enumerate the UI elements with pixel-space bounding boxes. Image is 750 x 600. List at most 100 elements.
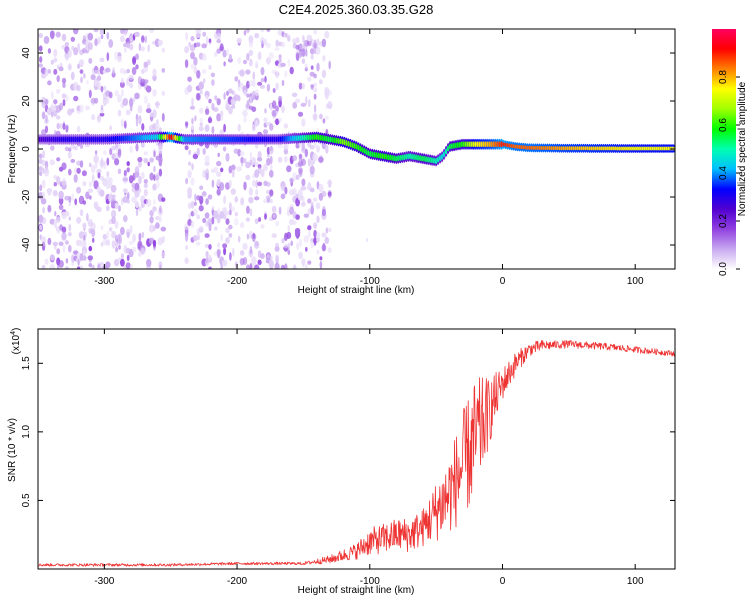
spectrogram-noise-cell	[303, 213, 309, 218]
spectrogram-noise-cell	[208, 244, 212, 250]
spectrogram-noise-cell	[313, 236, 317, 246]
spectrogram-noise-cell	[76, 239, 82, 247]
spectrogram-noise-cell	[161, 47, 165, 53]
spectrogram-noise-cell	[275, 242, 279, 248]
spectrogram-noise-cell	[229, 209, 232, 216]
spectrogram-noise-cell	[223, 247, 227, 256]
spectrogram-noise-cell	[129, 82, 134, 89]
spectrogram-noise-cell	[77, 42, 81, 52]
spectrogram-noise-cell	[135, 64, 139, 70]
spectrogram-noise-cell	[58, 190, 64, 200]
spectrogram-noise-cell	[149, 216, 154, 224]
spectrogram-ridge-cell	[289, 135, 292, 142]
spectrogram-noise-cell	[97, 36, 101, 45]
spectrogram-noise-cell	[155, 215, 160, 221]
spectrogram-noise-cell	[199, 89, 203, 95]
spectrogram-noise-cell	[225, 218, 230, 225]
spectrogram-noise-cell	[82, 181, 87, 187]
spectrogram-ridge-cell	[516, 144, 519, 149]
spectrogram-ridge-cell	[530, 145, 533, 150]
spectrogram-noise-cell	[302, 35, 305, 43]
spectrogram-noise-cell	[201, 43, 207, 49]
spectrogram-noise-cell	[298, 153, 303, 159]
spectrogram-ridge-cell	[273, 136, 277, 143]
spectrogram-noise-cell	[114, 202, 119, 210]
spectrogram-noise-cell	[79, 144, 84, 149]
spectrogram-ridge-cell	[496, 141, 499, 148]
spectrogram-ridge-cell	[526, 145, 529, 150]
spectrogram-noise-cell	[324, 30, 330, 39]
spectrogram-noise-cell	[205, 94, 209, 100]
spectrogram-noise-cell	[246, 101, 250, 109]
spectrogram-ridge-cell	[550, 146, 553, 151]
spectrogram-ridge-cell	[657, 146, 661, 151]
spectrogram-noise-cell	[271, 233, 277, 239]
spectrogram-ridge-cell	[634, 146, 637, 151]
spectrogram-noise-cell	[202, 148, 206, 155]
spectrogram-noise-cell	[93, 180, 99, 190]
spectrogram-noise-cell	[249, 159, 253, 166]
spectrogram-noise-cell	[79, 209, 84, 217]
spectrogram-ridge-cell	[204, 136, 207, 143]
spectrogram-noise-cell	[254, 169, 260, 178]
spectrogram-ridge-cell	[168, 134, 171, 140]
spectrogram-noise-cell	[67, 108, 73, 117]
spectrogram-ridge-cell	[295, 135, 298, 142]
spectrogram-noise-cell	[245, 161, 251, 169]
spectrogram-noise-cell	[138, 188, 142, 193]
spectrogram-ridge-cell	[586, 146, 589, 151]
spectrogram-noise-cell	[138, 206, 142, 212]
spectrogram-noise-cell	[187, 202, 192, 209]
spectrogram-ridge-cell	[524, 145, 527, 150]
spectrogram-noise-cell	[321, 142, 326, 150]
spectrogram-noise-cell	[40, 198, 47, 205]
spectrogram-ridge-cell	[462, 141, 466, 148]
spectrogram-noise-cell	[61, 226, 67, 233]
spectrogram-noise-cell	[328, 60, 332, 70]
colorbar-tick-label: 0.0	[718, 262, 729, 276]
snr-x-tick-label: 0	[500, 576, 506, 587]
spectrogram-noise-cell	[260, 37, 265, 45]
spectrogram-ridge-cell	[329, 136, 332, 143]
spectrogram-noise-cell	[160, 252, 166, 258]
spectrogram-noise-cell	[257, 51, 262, 61]
spectrogram-noise-cell	[76, 125, 81, 133]
spectrogram-noise-cell	[239, 150, 245, 156]
spectrogram-ridge-cell	[305, 134, 308, 141]
spectrogram-noise-cell	[307, 181, 311, 191]
spectrogram-noise-cell	[143, 79, 149, 84]
spectrogram-noise-cell	[202, 31, 207, 37]
spectrogram-noise-cell	[198, 205, 204, 212]
spectrogram-noise-cell	[313, 93, 317, 100]
spectrogram-noise-cell	[185, 32, 189, 41]
spectrogram-ridge-cell	[508, 143, 511, 148]
spectrogram-ridge-cell	[140, 134, 143, 141]
spectrogram-noise-cell	[240, 197, 245, 206]
spectrogram-noise-cell	[135, 118, 139, 127]
spectrogram-ridge-cell	[333, 137, 336, 144]
spectrogram-ridge-cell	[44, 136, 48, 143]
spectrogram-noise-cell	[152, 109, 157, 119]
spectrogram-noise-cell	[263, 129, 268, 135]
spectrogram-noise-cell	[83, 73, 86, 79]
spectrogram-noise-cell	[284, 32, 288, 38]
spectrogram-noise-cell	[67, 49, 72, 58]
spectrogram-noise-cell	[316, 145, 320, 153]
spectrogram-noise-cell	[309, 187, 315, 193]
spectrogram-noise-cell	[143, 151, 148, 156]
spectrogram-noise-cell	[56, 88, 61, 94]
spectrogram-noise-cell	[243, 181, 247, 191]
spectrogram-ridge-cell	[632, 146, 635, 151]
spectrogram-ridge-cell	[373, 151, 376, 158]
spectrogram-noise-cell	[220, 110, 224, 116]
spectrogram-noise-cell	[249, 208, 253, 217]
spectrogram-noise-cell	[58, 66, 64, 72]
spectrogram-noise-cell	[88, 181, 92, 188]
spectrogram-noise-cell	[312, 87, 318, 93]
spectrogram-noise-cell	[322, 55, 326, 62]
spectrogram-ridge-cell	[297, 135, 300, 142]
spectrogram-noise-cell	[111, 240, 116, 249]
spectrogram-noise-cell	[202, 169, 207, 178]
spectrogram-noise-cell	[114, 143, 119, 149]
spectrogram-noise-cell	[321, 38, 327, 48]
